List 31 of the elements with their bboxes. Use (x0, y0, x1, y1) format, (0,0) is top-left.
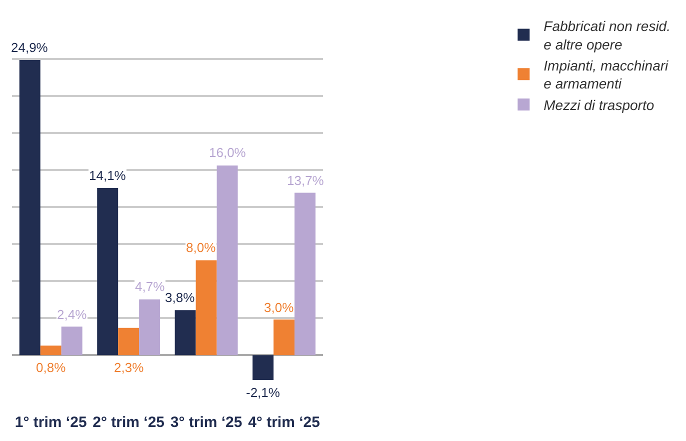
x-tick-label: 4° trim ‘25 (248, 414, 320, 431)
data-label: 2,3% (114, 360, 144, 375)
data-label: 0,8% (36, 360, 66, 375)
data-label: 4,7% (135, 279, 166, 294)
bar (196, 260, 217, 356)
data-label: 14,1% (89, 168, 126, 183)
bar (61, 326, 82, 356)
data-label: 2,4% (57, 307, 88, 322)
bar (274, 320, 295, 356)
bar (19, 60, 40, 356)
bar (294, 192, 316, 356)
legend-label: Impianti, macchinari e armamenti (544, 58, 670, 92)
legend-label: Fabbricati non resid. e altre opere (544, 18, 670, 52)
bar (252, 355, 274, 380)
x-tick-label: 3° trim ‘25 (170, 414, 242, 431)
x-tick-label: 2° trim ‘25 (92, 414, 165, 431)
bar (216, 165, 238, 356)
data-label: 3,8% (165, 290, 196, 305)
bar (40, 346, 62, 356)
data-label: -2,1% (246, 385, 280, 400)
data-label: 13,7% (287, 173, 324, 188)
bar (97, 188, 118, 356)
legend-label: Mezzi di trasporto (544, 96, 654, 113)
data-label: 16,0% (209, 145, 246, 160)
bar (118, 328, 140, 356)
x-tick-label: 1° trim ‘25 (14, 414, 87, 431)
data-label: 8,0% (186, 240, 216, 255)
data-label: 24,9% (11, 40, 48, 55)
data-label: 3,0% (264, 300, 294, 315)
bar (174, 310, 196, 356)
bar (139, 299, 160, 356)
